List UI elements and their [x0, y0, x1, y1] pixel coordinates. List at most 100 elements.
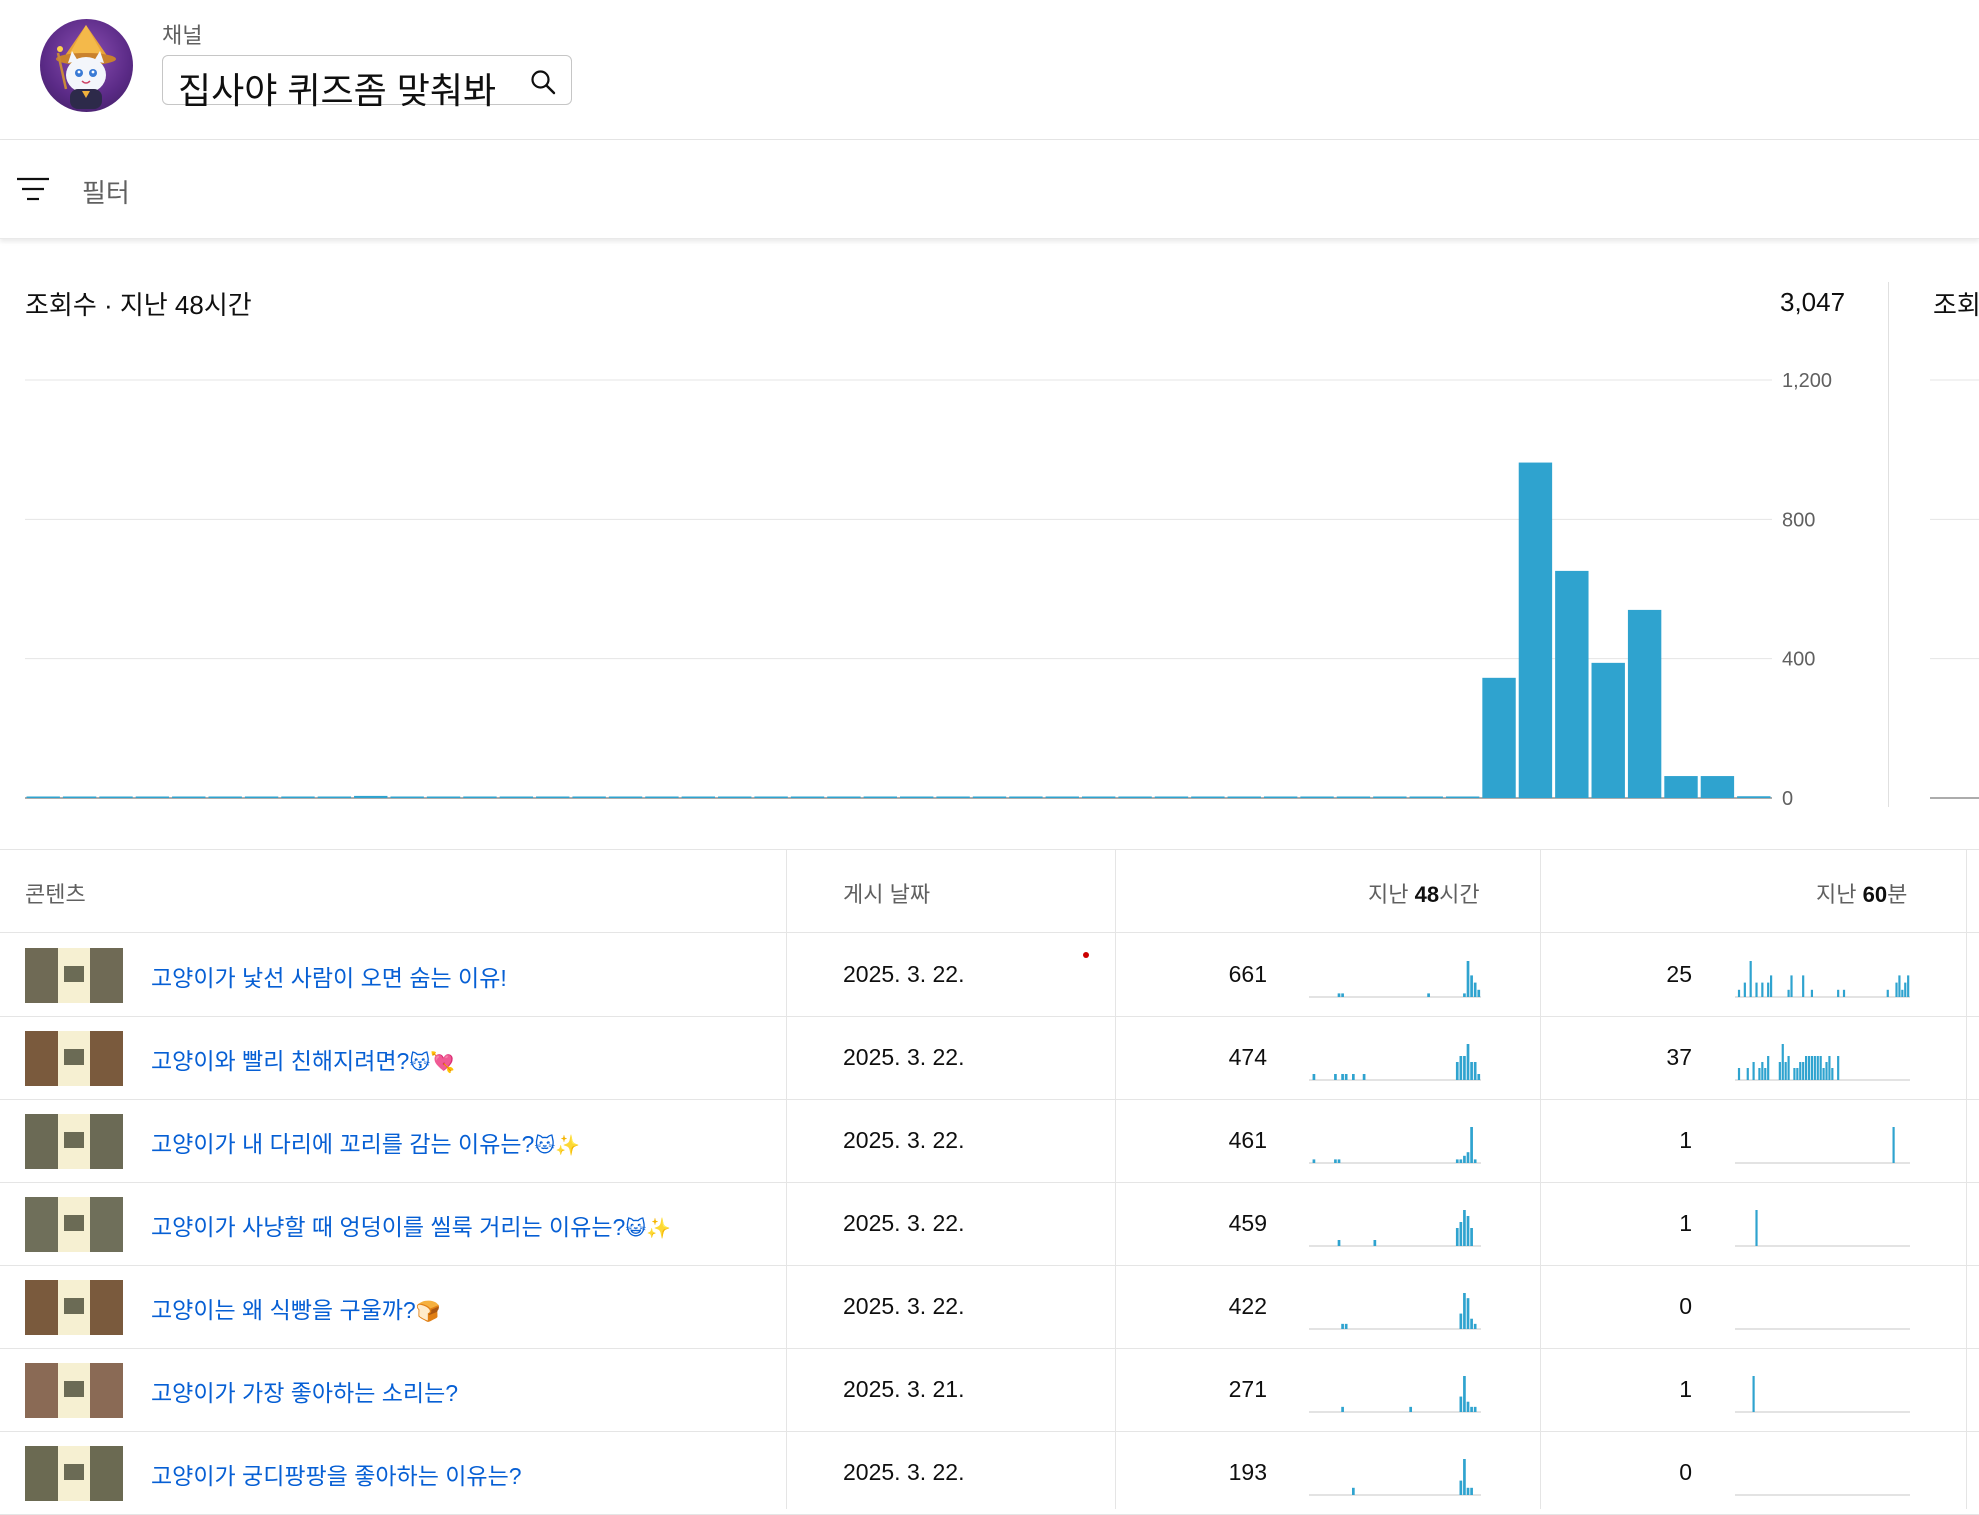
sparkline-bar — [1466, 961, 1470, 997]
table-row[interactable]: 고양이와 빨리 친해지려면?😽💘 2025. 3. 22. 474 37 — [0, 1016, 1979, 1100]
sparkline-bar — [1825, 1062, 1828, 1080]
sparkline-bar — [1831, 1068, 1834, 1080]
sparkline-bar — [1822, 1068, 1825, 1080]
sparkline-bar — [1752, 1062, 1755, 1080]
views-48h: 461 — [1228, 1127, 1267, 1153]
sparkline-48h — [1309, 1459, 1481, 1496]
column-divider — [1115, 850, 1116, 1509]
sparkline-bar — [1463, 1056, 1466, 1080]
channel-avatar[interactable] — [40, 19, 133, 112]
views-48h-chart: 1,200 800 400 0 — [25, 370, 1979, 810]
publish-date: 2025. 3. 22. — [843, 961, 965, 987]
sparkline-bar — [1837, 1056, 1840, 1080]
table-row[interactable]: 고양이는 왜 식빵을 구울까?🍞 2025. 3. 22. 422 0 — [0, 1265, 1979, 1349]
video-thumbnail[interactable] — [25, 1031, 123, 1086]
header-content[interactable]: 콘텐츠 — [25, 882, 86, 907]
sparkline-bar — [1459, 1056, 1463, 1080]
sparkline-60m — [1735, 961, 1910, 998]
video-thumbnail[interactable] — [25, 1363, 123, 1418]
video-thumbnail[interactable] — [25, 1446, 123, 1501]
sparkline-bar — [1362, 1074, 1366, 1080]
table-row[interactable]: 고양이가 궁디팡팡을 좋아하는 이유는? 2025. 3. 22. 193 0 — [0, 1431, 1979, 1515]
chart-bar — [1118, 796, 1152, 798]
chart-bar — [608, 796, 643, 798]
video-title-link[interactable]: 고양이가 가장 좋아하는 소리는? — [151, 1380, 459, 1406]
sparkline-48h — [1309, 1293, 1481, 1330]
video-title-link[interactable]: 고양이가 내 다리에 꼬리를 감는 이유는?🐱✨ — [151, 1131, 581, 1157]
publish-date: 2025. 3. 22. — [843, 1459, 965, 1485]
video-thumbnail[interactable] — [25, 1114, 123, 1169]
content-table: 콘텐츠 게시 날짜 지난 48시간 지난 60분 고양이가 낯선 사람이 오면 … — [0, 849, 1979, 1515]
filter-label[interactable]: 필터 — [82, 178, 130, 208]
video-thumbnail[interactable] — [25, 1197, 123, 1252]
sparkline-bar — [1341, 1323, 1344, 1329]
sparkline-bar — [1373, 1240, 1377, 1246]
views-48h: 193 — [1228, 1459, 1267, 1485]
sparkline-bar — [1341, 1074, 1344, 1080]
second-chart-title: 조회 — [1933, 290, 1979, 320]
sparkline-bar — [1427, 993, 1430, 997]
sparkline-bar — [1466, 1487, 1470, 1495]
video-title-link[interactable]: 고양이가 궁디팡팡을 좋아하는 이유는? — [151, 1463, 522, 1489]
chart-bar — [1081, 796, 1116, 798]
sparkline-bar — [1898, 975, 1901, 997]
video-title-link[interactable]: 고양이가 낯선 사람이 오면 숨는 이유! — [151, 965, 507, 991]
chart-bar — [390, 796, 424, 798]
video-title-link[interactable]: 고양이가 사냥할 때 엉덩이를 씰룩 거리는 이유는?😺✨ — [151, 1214, 672, 1240]
sparkline-bar — [1886, 989, 1889, 997]
search-icon[interactable] — [529, 68, 557, 96]
chart-bar — [827, 796, 861, 798]
sparkline-60m — [1735, 1494, 1910, 1496]
filter-icon[interactable] — [16, 174, 50, 204]
sparkline-bar — [1470, 1228, 1473, 1246]
sparkline-bar — [1770, 975, 1773, 997]
table-row[interactable]: 고양이가 사냥할 때 엉덩이를 씰룩 거리는 이유는?😺✨ 2025. 3. 22… — [0, 1182, 1979, 1266]
chart-bar — [863, 796, 897, 798]
sparkline-bar — [1787, 989, 1790, 997]
video-title-link[interactable]: 고양이와 빨리 친해지려면?😽💘 — [151, 1048, 456, 1074]
chart-bar — [62, 796, 97, 798]
sparkline-bar — [1828, 1056, 1831, 1080]
sparkline-bar — [1743, 982, 1746, 997]
sparkline-bar — [1755, 982, 1758, 997]
chart-bar — [1518, 462, 1553, 798]
header-date[interactable]: 게시 날짜 — [843, 882, 931, 907]
chart-bar — [172, 796, 206, 798]
chart-title: 조회수 · 지난 48시간 — [25, 290, 252, 320]
sparkline-bar — [1473, 1159, 1477, 1163]
channel-header: 채널 집사야 퀴즈좀 맞춰봐 — [0, 0, 1979, 140]
table-row[interactable]: 고양이가 낯선 사람이 오면 숨는 이유! 2025. 3. 22. 661 25 — [0, 933, 1979, 1017]
table-row[interactable]: 고양이가 내 다리에 꼬리를 감는 이유는?🐱✨ 2025. 3. 22. 461 1 — [0, 1099, 1979, 1183]
column-divider — [786, 850, 787, 1509]
video-title-link[interactable]: 고양이는 왜 식빵을 구울까?🍞 — [151, 1297, 441, 1323]
sparkline-bar — [1755, 1210, 1758, 1246]
channel-label: 채널 — [162, 23, 203, 48]
views-60m: 0 — [1679, 1459, 1692, 1485]
chart-bar — [1009, 796, 1043, 798]
sparkline-60m — [1735, 1210, 1910, 1247]
sparkline-bar — [1459, 1313, 1463, 1329]
sparkline-bar — [1837, 989, 1840, 997]
sparkline-60m — [1735, 1328, 1910, 1330]
sparkline-bar — [1463, 1376, 1466, 1412]
sparkline-bar — [1470, 975, 1473, 997]
chart-bar — [972, 796, 1007, 798]
table-row[interactable]: 고양이가 가장 좋아하는 소리는? 2025. 3. 21. 271 1 — [0, 1348, 1979, 1432]
channel-selector[interactable]: 집사야 퀴즈좀 맞춰봐 — [162, 55, 572, 111]
chart-bar — [536, 796, 570, 798]
video-thumbnail[interactable] — [25, 948, 123, 1003]
sparkline-bar — [1463, 1293, 1466, 1329]
sparkline-bar — [1312, 1159, 1316, 1163]
sparkline-bar — [1802, 1062, 1805, 1080]
chart-bar — [1300, 796, 1334, 798]
sparkline-bar — [1341, 993, 1344, 997]
channel-name: 집사야 퀴즈좀 맞춰봐 — [178, 70, 497, 111]
sparkline-bar — [1463, 1155, 1466, 1163]
video-thumbnail[interactable] — [25, 1280, 123, 1335]
header-last60[interactable]: 지난 60분 — [1816, 882, 1908, 907]
sparkline-bar — [1761, 982, 1764, 997]
header-last48[interactable]: 지난 48시간 — [1368, 882, 1480, 907]
chart-bar — [1045, 796, 1079, 798]
chart-bar — [1482, 677, 1516, 798]
publish-date: 2025. 3. 22. — [843, 1044, 965, 1070]
